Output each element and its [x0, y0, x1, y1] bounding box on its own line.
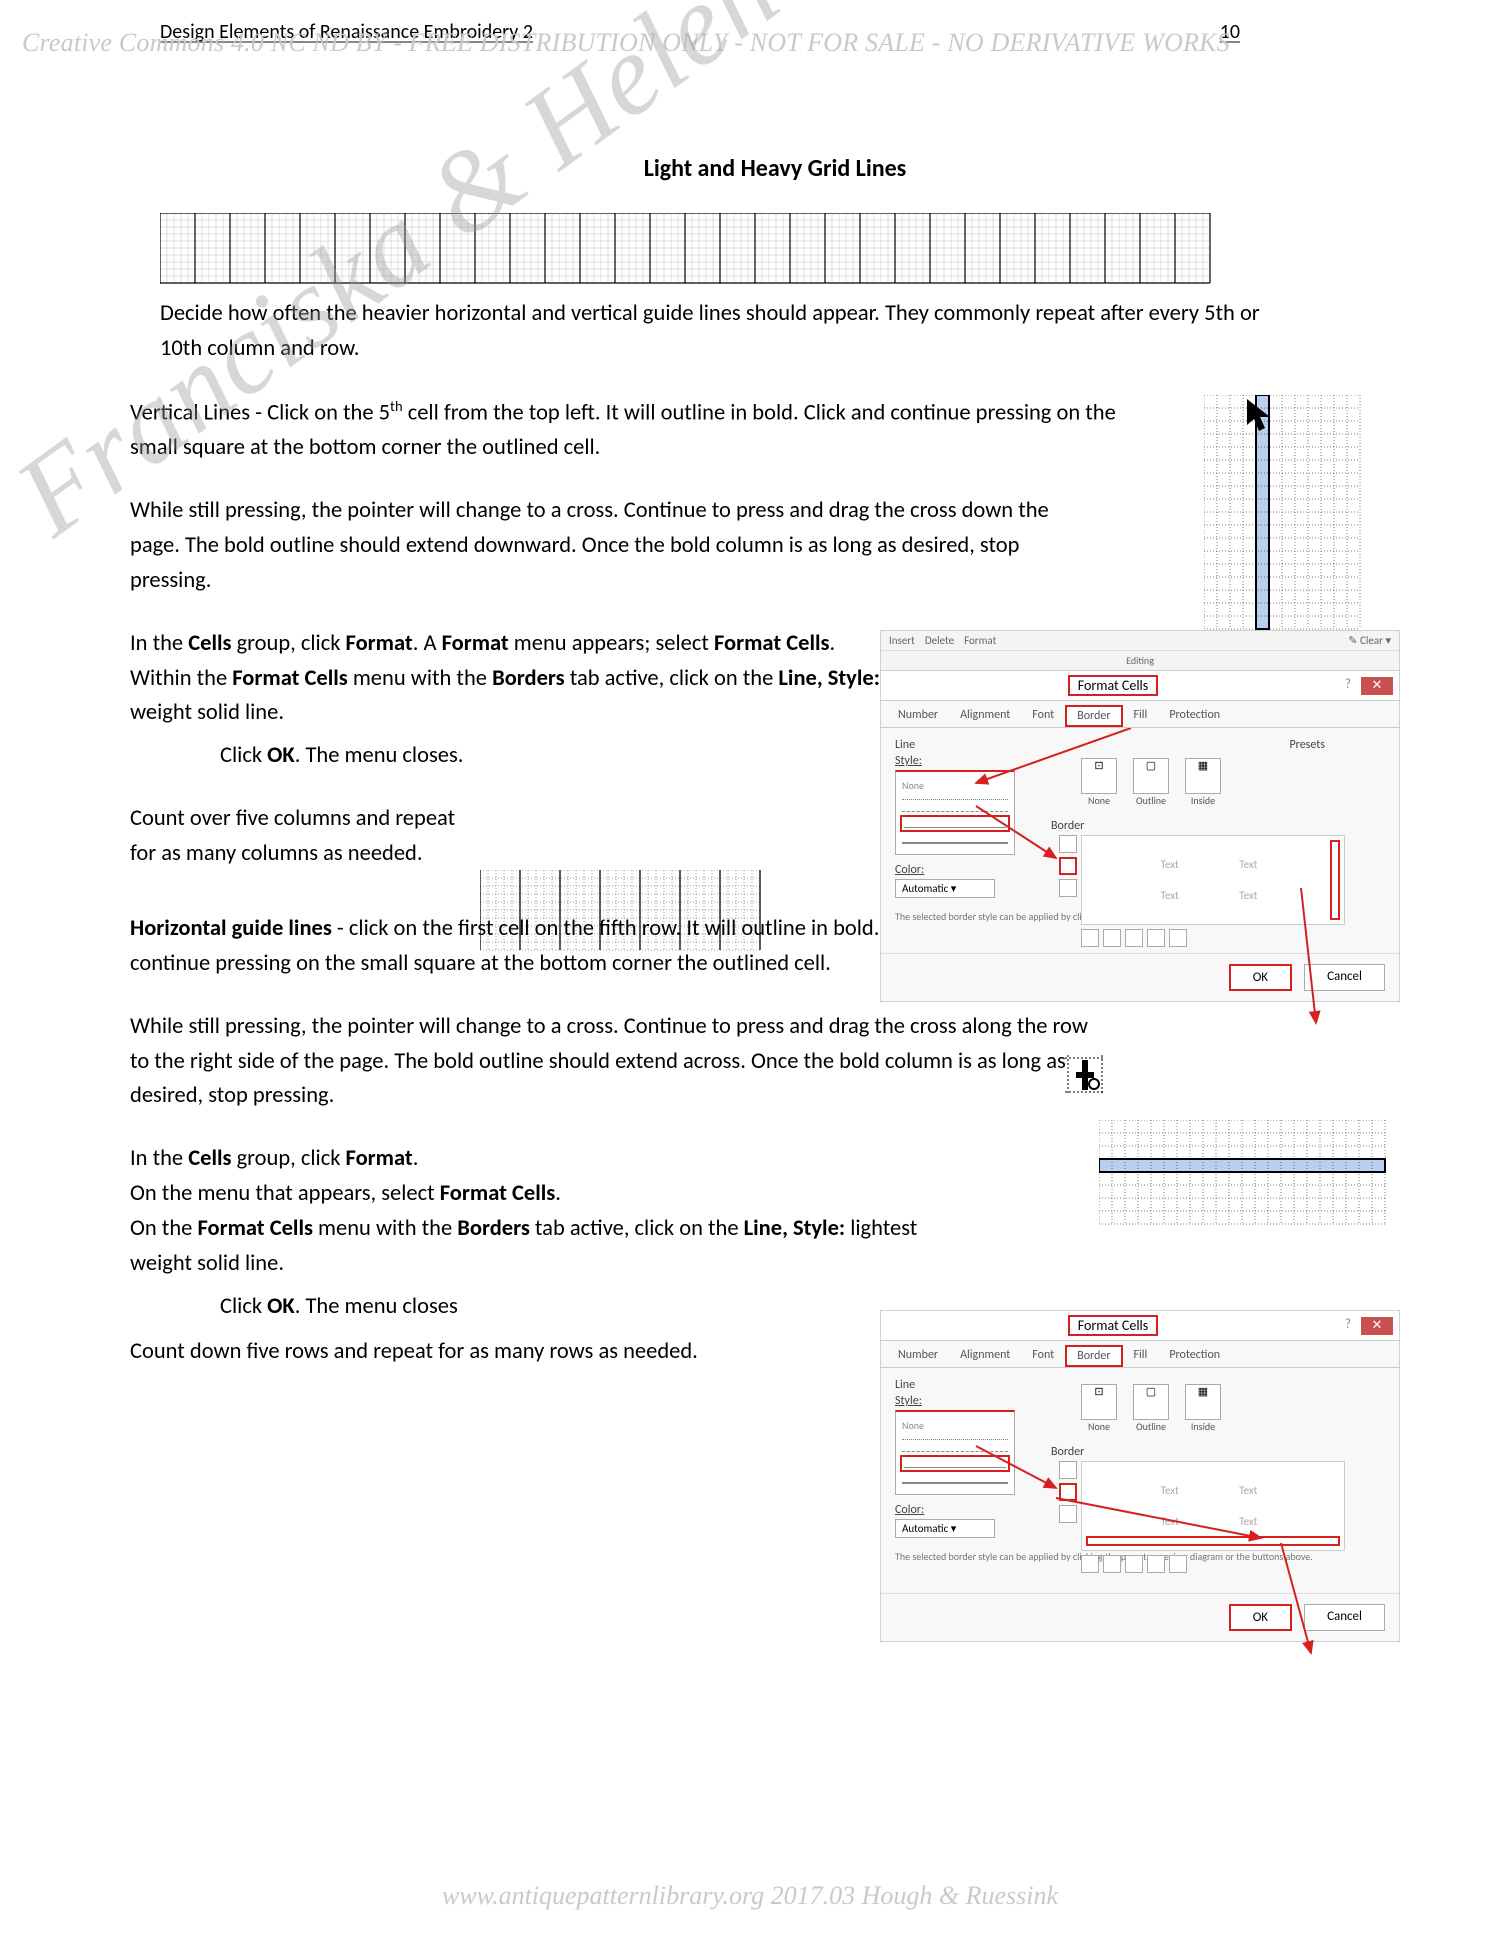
border-middle-button[interactable]	[1059, 857, 1077, 875]
border-bottom-button[interactable]	[1059, 879, 1077, 897]
dialog-title: Format Cells	[1068, 1315, 1158, 1336]
tab-border[interactable]: Border	[1065, 1345, 1122, 1367]
color-select[interactable]: Automatic ▾	[895, 879, 995, 898]
border-vcenter-button[interactable]	[1125, 929, 1143, 947]
preset-outline-button[interactable]: ▢	[1133, 758, 1169, 794]
border-left-button[interactable]	[1103, 929, 1121, 947]
tab-border[interactable]: Border	[1065, 705, 1122, 727]
format-cells-dialog: Format Cells ? ✕ Number Alignment Font B…	[880, 1310, 1400, 1642]
paragraph: Vertical Lines - Click on the 5th cell f…	[130, 395, 1130, 466]
tab-number[interactable]: Number	[887, 705, 949, 727]
ribbon-strip: Insert Delete Format ✎ Clear ▾	[881, 631, 1399, 651]
tab-alignment[interactable]: Alignment	[949, 705, 1021, 727]
border-vcenter-button[interactable]	[1125, 1555, 1143, 1573]
help-icon[interactable]: ?	[1339, 677, 1357, 695]
paragraph: While still pressing, the pointer will c…	[130, 1010, 1110, 1115]
preset-none-button[interactable]: ⊡	[1081, 1384, 1117, 1420]
line-group-label: Line	[895, 738, 1035, 752]
grid-strip-figure	[160, 213, 1460, 285]
cross-cursor-icon	[1060, 1050, 1110, 1100]
preset-inside-button[interactable]: ▦	[1185, 1384, 1221, 1420]
color-label: Color:	[895, 863, 1035, 877]
tab-fill[interactable]: Fill	[1123, 1345, 1159, 1367]
border-top-button[interactable]	[1059, 1461, 1077, 1479]
border-preview[interactable]: Text Text Text Text	[1081, 835, 1345, 925]
ok-button[interactable]: OK	[1229, 964, 1292, 991]
vertical-selection-figure	[1204, 395, 1380, 644]
dialog-tabs: Number Alignment Font Border Fill Protec…	[881, 701, 1399, 728]
paragraph: In the Cells group, click Format. On the…	[130, 1142, 970, 1282]
columns-grid-figure	[480, 870, 762, 957]
paragraph: While still pressing, the pointer will c…	[130, 494, 1070, 599]
paragraph: In the Cells group, click Format. A Form…	[130, 627, 970, 732]
tab-protection[interactable]: Protection	[1158, 1345, 1231, 1367]
cancel-button[interactable]: Cancel	[1304, 964, 1385, 991]
border-diag2-button[interactable]	[1169, 1555, 1187, 1573]
border-diag1-button[interactable]	[1081, 929, 1099, 947]
style-label: Style:	[895, 754, 1035, 768]
tab-font[interactable]: Font	[1021, 705, 1065, 727]
border-right-button[interactable]	[1147, 1555, 1165, 1573]
dialog-tabs: Number Alignment Font Border Fill Protec…	[881, 1341, 1399, 1368]
border-middle-button[interactable]	[1059, 1483, 1077, 1501]
dialog-title: Format Cells	[1068, 675, 1158, 696]
preset-outline-button[interactable]: ▢	[1133, 1384, 1169, 1420]
ok-button[interactable]: OK	[1229, 1604, 1292, 1631]
preset-inside-button[interactable]: ▦	[1185, 758, 1221, 794]
preset-none-button[interactable]: ⊡	[1081, 758, 1117, 794]
tab-font[interactable]: Font	[1021, 1345, 1065, 1367]
border-bottom-button[interactable]	[1059, 1505, 1077, 1523]
tab-number[interactable]: Number	[887, 1345, 949, 1367]
footer-watermark: www.antiquepatternlibrary.org 2017.03 Ho…	[0, 1881, 1500, 1911]
line-style-list[interactable]: None	[895, 1410, 1015, 1495]
color-select[interactable]: Automatic ▾	[895, 1519, 995, 1538]
section-title: Light and Heavy Grid Lines	[90, 154, 1460, 183]
license-watermark: Creative Commons 4.0 NC ND BY - FREE DIS…	[22, 28, 1478, 58]
border-diag1-button[interactable]	[1081, 1555, 1099, 1573]
help-icon[interactable]: ?	[1339, 1317, 1357, 1335]
paragraph: Decide how often the heavier horizontal …	[160, 297, 1300, 367]
horizontal-selection-figure	[1099, 1120, 1395, 1239]
close-icon[interactable]: ✕	[1361, 677, 1393, 695]
line-style-list[interactable]: None	[895, 770, 1015, 855]
format-cells-dialog: Insert Delete Format ✎ Clear ▾ Editing F…	[880, 630, 1400, 1002]
paragraph: Count over five columns and repeat for a…	[130, 802, 460, 872]
border-top-button[interactable]	[1059, 835, 1077, 853]
close-icon[interactable]: ✕	[1361, 1317, 1393, 1335]
border-right-button[interactable]	[1147, 929, 1165, 947]
tab-protection[interactable]: Protection	[1158, 705, 1231, 727]
border-diag2-button[interactable]	[1169, 929, 1187, 947]
tab-fill[interactable]: Fill	[1123, 705, 1159, 727]
tab-alignment[interactable]: Alignment	[949, 1345, 1021, 1367]
cancel-button[interactable]: Cancel	[1304, 1604, 1385, 1631]
border-preview[interactable]: Text Text Text Text	[1081, 1461, 1345, 1551]
border-left-button[interactable]	[1103, 1555, 1121, 1573]
